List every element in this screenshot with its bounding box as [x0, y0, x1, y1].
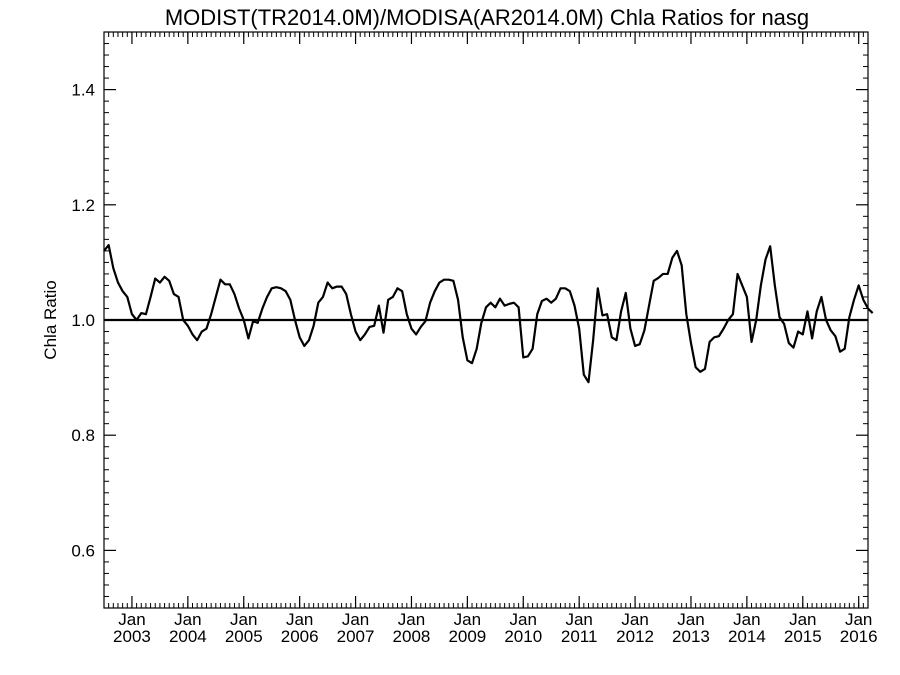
ticks-layer — [104, 31, 868, 609]
x-tick-label-month: Jan — [565, 610, 592, 629]
x-tick-label-month: Jan — [789, 610, 816, 629]
series-line — [103, 244, 874, 384]
x-tick-label-year: 2005 — [225, 627, 263, 646]
x-tick-label-year: 2006 — [281, 627, 319, 646]
x-tick-label-year: 2011 — [561, 627, 598, 646]
plot-frame — [103, 31, 869, 609]
y-tick-label: 1.0 — [71, 311, 95, 330]
x-tick-label-year: 2015 — [784, 627, 822, 646]
y-axis-label: Chla Ratio — [41, 280, 60, 359]
x-tick-label-year: 2008 — [393, 627, 431, 646]
y-tick-label: 0.8 — [71, 426, 95, 445]
x-tick-label-month: Jan — [174, 610, 201, 629]
x-tick-label-month: Jan — [845, 610, 872, 629]
x-tick-label-month: Jan — [454, 610, 481, 629]
x-tick-label-year: 2003 — [113, 627, 151, 646]
x-tick-label-month: Jan — [230, 610, 257, 629]
x-tick-label-month: Jan — [286, 610, 313, 629]
x-tick-label-month: Jan — [621, 610, 648, 629]
x-tick-label-year: 2007 — [337, 627, 375, 646]
x-tick-label-month: Jan — [342, 610, 369, 629]
y-tick-label: 0.6 — [71, 541, 95, 560]
x-tick-label-year: 2010 — [504, 627, 542, 646]
x-tick-label-month: Jan — [398, 610, 425, 629]
x-tick-label-month: Jan — [510, 610, 537, 629]
x-tick-label-year: 2013 — [672, 627, 710, 646]
x-tick-label-year: 2016 — [840, 627, 878, 646]
x-tick-label-month: Jan — [118, 610, 145, 629]
x-tick-label-year: 2004 — [169, 627, 207, 646]
y-tick-label: 1.4 — [71, 81, 95, 100]
x-tick-label-year: 2014 — [728, 627, 766, 646]
chart-title: MODIST(TR2014.0M)/MODISA(AR2014.0M) Chla… — [165, 5, 809, 30]
x-tick-label-year: 2009 — [448, 627, 486, 646]
x-tick-label-year: 2012 — [616, 627, 654, 646]
y-tick-label: 1.2 — [71, 196, 95, 215]
x-tick-label-month: Jan — [677, 610, 704, 629]
x-tick-label-month: Jan — [733, 610, 760, 629]
labels-layer: 0.60.81.01.21.4Jan2003Jan2004Jan2005Jan2… — [71, 81, 877, 646]
